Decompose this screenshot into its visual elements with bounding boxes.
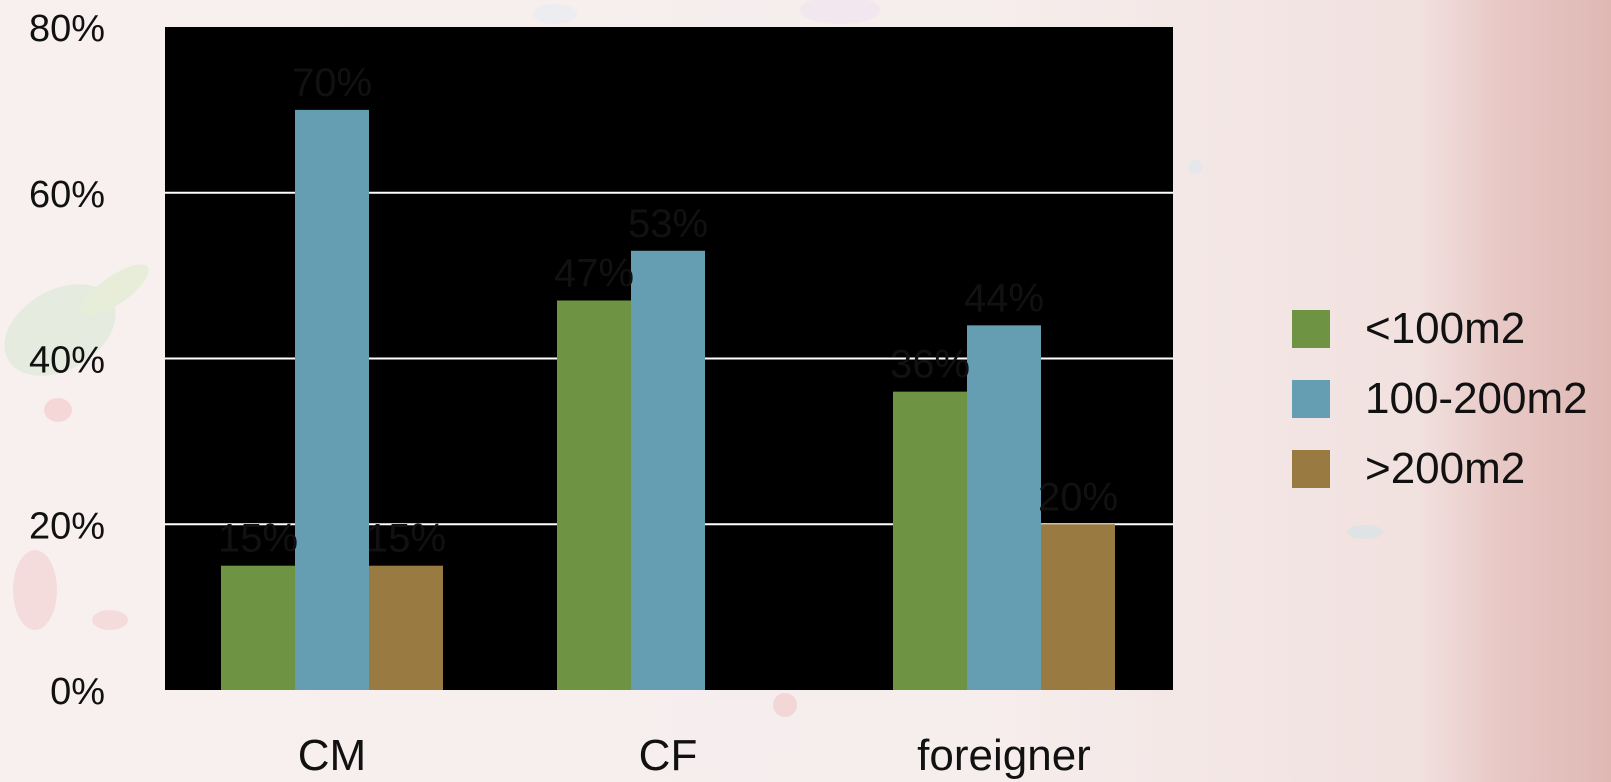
data-label-cm-series-3: 15% (366, 517, 446, 561)
bar-foreigner-series-3 (1041, 524, 1115, 690)
legend-label-2: 100-200m2 (1365, 374, 1588, 423)
bar-cf-series-1 (557, 300, 631, 690)
legend: <100m2 100-200m2 >200m2 (1292, 304, 1588, 493)
y-tick-label-60: 60% (29, 174, 105, 216)
legend-swatch-3 (1292, 450, 1330, 488)
data-label-cf-series-1: 47% (554, 251, 634, 295)
bar-cf-series-2 (631, 250, 705, 690)
bar-cm-series-1 (221, 565, 295, 690)
x-category-label-cf: CF (639, 731, 698, 780)
bar-cm-series-3 (369, 565, 443, 690)
legend-label-1: <100m2 (1365, 304, 1525, 353)
y-axis: 0% 20% 40% 60% 80% (29, 8, 105, 713)
data-label-foreigner-series-2: 44% (964, 276, 1044, 320)
bar-cm-series-2 (295, 109, 369, 690)
bar-foreigner-series-1 (893, 391, 967, 690)
legend-label-3: >200m2 (1365, 444, 1525, 493)
y-tick-label-20: 20% (29, 505, 105, 547)
legend-swatch-2 (1292, 380, 1330, 418)
x-category-label-cm: CM (298, 731, 366, 780)
x-axis: CM CF foreigner (298, 731, 1091, 780)
legend-swatch-1 (1292, 310, 1330, 348)
y-tick-label-0: 0% (50, 671, 105, 713)
bar-foreigner-series-2 (967, 325, 1041, 690)
bars-group (221, 109, 1115, 690)
data-label-foreigner-series-1: 36% (890, 343, 970, 387)
data-label-cf-series-2: 53% (628, 202, 708, 246)
data-label-foreigner-series-3: 20% (1038, 475, 1118, 519)
data-label-cm-series-2: 70% (292, 61, 372, 105)
data-labels-group: 15% 70% 15% 47% 53% 36% 44% 20% (218, 61, 1118, 561)
x-category-label-foreigner: foreigner (917, 731, 1091, 780)
y-tick-label-80: 80% (29, 8, 105, 50)
data-label-cm-series-1: 15% (218, 517, 298, 561)
y-tick-label-40: 40% (29, 340, 105, 382)
